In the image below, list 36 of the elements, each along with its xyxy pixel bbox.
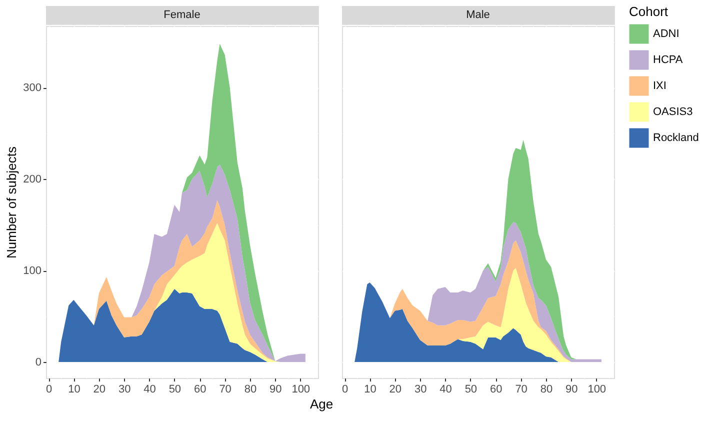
x-axis-title: Age: [310, 396, 334, 412]
x-tick-label: 80: [540, 384, 553, 396]
x-tick-label: 60: [194, 384, 206, 396]
legend-label: ADNI: [653, 28, 680, 40]
x-tick-label: 0: [342, 384, 348, 396]
legend-label: HCPA: [653, 54, 684, 66]
x-tick-label: 80: [244, 384, 257, 396]
x-tick-label: 50: [464, 384, 478, 396]
x-tick-label: 20: [93, 384, 106, 396]
x-tick-label: 40: [144, 384, 156, 396]
y-axis-title: Number of subjects: [4, 146, 20, 258]
x-tick-label: 90: [270, 384, 282, 396]
x-tick-label: 60: [490, 384, 502, 396]
x-tick-label: 20: [389, 384, 402, 396]
x-tick-label: 90: [566, 384, 578, 396]
x-tick-label: 40: [440, 384, 452, 396]
x-tick-label: 10: [68, 384, 80, 396]
x-tick-label: 100: [292, 384, 310, 396]
y-tick-label: 300: [23, 82, 42, 94]
chart-title: Male: [466, 9, 490, 21]
x-tick-label: 30: [118, 384, 131, 396]
x-tick-label: 70: [515, 384, 528, 396]
y-tick-label: 200: [23, 174, 42, 186]
x-tick-label: 10: [364, 384, 376, 396]
legend-label: Rockland: [653, 132, 699, 144]
x-tick-label: 100: [588, 384, 606, 396]
x-tick-label: 0: [46, 384, 52, 396]
x-tick-label: 30: [414, 384, 427, 396]
x-tick-label: 70: [219, 384, 232, 396]
legend-label: IXI: [653, 80, 666, 92]
y-tick-label: 0: [35, 356, 42, 368]
legend-label: OASIS3: [653, 106, 693, 118]
legend-title: Cohort: [629, 4, 668, 19]
x-tick-label: 50: [168, 384, 182, 396]
chart-title: Female: [164, 9, 200, 21]
y-tick-label: 100: [23, 265, 42, 278]
